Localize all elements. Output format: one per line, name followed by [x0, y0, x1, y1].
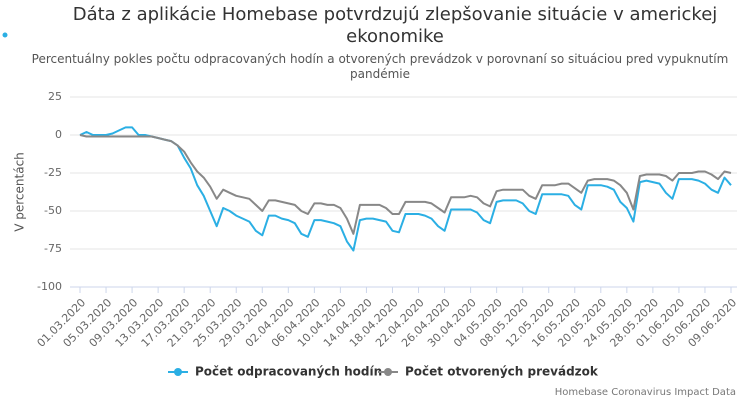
legend-item[interactable]: Počet otvorených prevádzok	[378, 365, 599, 379]
chart-title: Dáta z aplikácie Homebase potvrdzujú zle…	[72, 4, 718, 47]
credits: Homebase Coronavirus Impact Data	[555, 387, 736, 398]
y-axis-title: V percentách	[13, 152, 27, 232]
y-tick-label: -100	[37, 280, 62, 293]
y-tick-label: 0	[55, 128, 62, 141]
series-line	[79, 126, 732, 252]
series-line	[79, 134, 732, 235]
legend-item[interactable]: Počet odpracovaných hodín	[168, 365, 382, 379]
y-tick-label: -75	[44, 242, 62, 255]
legend-label: Počet otvorených prevádzok	[405, 365, 599, 379]
decor-dot	[2, 32, 8, 38]
y-tick-label: -25	[44, 166, 62, 179]
y-tick-label: 25	[48, 90, 62, 103]
legend-label: Počet odpracovaných hodín	[195, 365, 382, 379]
y-tick-label: -50	[44, 204, 62, 217]
legend-marker	[174, 368, 182, 376]
legend-marker	[384, 368, 392, 376]
chart-subtitle: Percentuálny pokles počtu odpracovaných …	[31, 52, 729, 81]
